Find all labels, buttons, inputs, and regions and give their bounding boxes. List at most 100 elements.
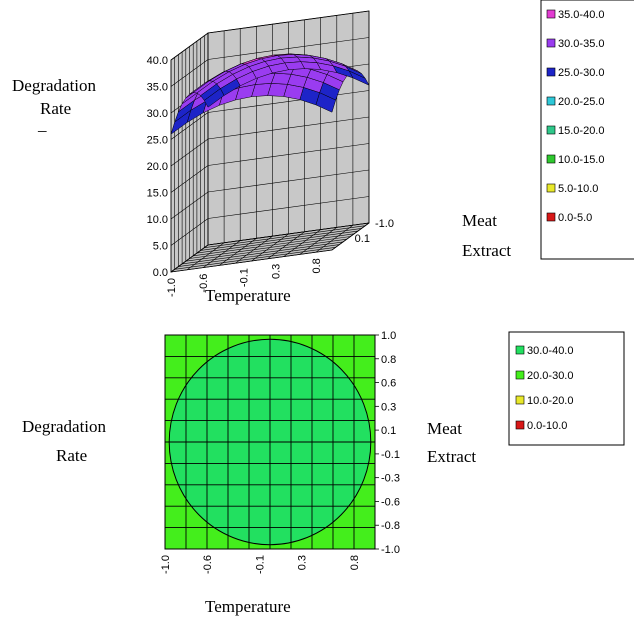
legend-swatch [546,183,556,193]
y-axis-label-line2: Extract [462,241,511,260]
legend-label: 0.0-10.0 [527,420,567,432]
z-tick-label: 15.0 [147,188,168,200]
x-tick-label: 0.3 [297,555,309,570]
x-axis-label: Temperature [205,597,291,616]
z-tick-label: 10.0 [147,214,168,226]
legend-label: 30.0-35.0 [558,38,604,50]
z-tick-label: 0.0 [153,267,168,279]
x-tick-label: 0.3 [271,264,283,279]
x-axis-ticks: -1.0 -0.6 -0.1 0.3 0.8 [160,555,361,574]
gridline [170,249,333,273]
z-axis-label-line2: Rate [56,446,87,465]
x-tick-label: 0.8 [311,258,323,273]
y-axis-label-line1: Meat [462,211,497,230]
z-axis-ticks: 40.0 35.0 30.0 25.0 20.0 15.0 10.0 5.0 0.0 [147,55,168,279]
legend-swatch [546,96,556,106]
z-axis-label-line2: Rate [40,99,71,118]
legend-swatch [546,9,556,19]
z-tick-label: 25.0 [147,135,168,147]
gridline [185,238,347,262]
y-axis-ticks: 1.0 0.8 0.6 0.3 0.1 -0.1 -0.3 -0.6 -0.8 -1.0 [375,330,400,556]
x-axis-label: Temperature [205,286,291,305]
gridline [170,196,370,246]
y-axis-label-line2: Extract [427,447,476,466]
legend-swatch [515,345,525,355]
gridline [170,37,370,87]
gridline [170,222,370,273]
surface-mesh [170,53,370,135]
legend-label: 20.0-25.0 [558,96,604,108]
gridline [189,236,351,259]
y-tick-label: -0.6 [381,496,400,508]
legend-swatch [546,38,556,48]
z-axis-label-line1: Degradation [12,76,97,95]
x-tick-label: -1.0 [166,278,178,297]
x-tick-label: -0.6 [202,555,214,574]
gridline [267,231,305,260]
y-tick-label: 0.6 [381,378,396,390]
y-tick-label: 1.0 [381,330,396,342]
legend-box [540,0,634,260]
surface-cell [203,88,225,108]
legend-label: 10.0-20.0 [527,395,573,407]
y-tick-label: 0.8 [381,354,396,366]
z-tick-label: 30.0 [147,108,168,120]
y-tick-label: 0.3 [381,401,396,413]
y-tick-label: -0.8 [381,520,400,532]
legend-swatch [515,420,525,430]
z-axis-label-line1: Degradation [22,417,107,436]
legend-label: 0.0-5.0 [558,212,592,224]
gridline [170,116,370,167]
legend-swatch [546,212,556,222]
z-tick-label: 5.0 [153,241,168,253]
contour-plot [164,334,376,550]
legend-label: 20.0-30.0 [527,370,573,382]
gridline [174,247,336,270]
x-axis-ticks: -1.0 -0.6 -0.1 0.3 0.8 [166,258,323,297]
legend-label: 35.0-40.0 [558,9,604,21]
z-tick-label: 20.0 [147,161,168,173]
legend-label: 10.0-15.0 [558,154,604,166]
gridline [283,229,321,257]
y-axis-ticks: 0.1 -1.0 [355,218,394,245]
gridline [170,169,370,220]
plot-border [164,334,376,550]
legend-swatch [515,370,525,380]
legend-swatch [515,395,525,405]
gridline [178,244,340,267]
legend-label: 25.0-30.0 [558,67,604,79]
legend-box [508,331,625,446]
gridline [182,241,344,265]
legend-label: 15.0-20.0 [558,125,604,137]
contour-legend: 30.0-40.0 20.0-30.0 10.0-20.0 0.0-10.0 [508,331,625,446]
gridline [331,222,370,251]
gridline [170,10,370,61]
x-tick-label: 0.8 [349,555,361,570]
surface-walls [170,10,370,273]
y-tick-label: 0.1 [381,425,396,437]
surface-legend: 35.0-40.0 30.0-35.0 25.0-30.0 20.0-25.0 15.0… [540,0,634,260]
y-tick-label: -1.0 [375,218,394,230]
legend-swatch [546,154,556,164]
legend-label: 30.0-40.0 [527,345,573,357]
x-tick-label: -0.1 [255,555,267,574]
surface-chart: 40.035.030.025.020.015.010.05.00.0 -1.0-… [12,0,634,305]
gridline [299,227,337,255]
x-tick-label: -0.1 [238,268,250,287]
z-tick-label: 35.0 [147,82,168,94]
y-tick-label: 0.1 [355,233,370,245]
x-tick-label: -1.0 [160,555,172,574]
y-tick-label: -0.3 [381,473,400,485]
gridline [315,224,354,253]
z-axis-label-dash: _ [37,115,47,134]
x-tick-label: -0.6 [198,274,210,293]
gridline [170,143,370,193]
y-axis-label-line1: Meat [427,419,462,438]
legend-swatch [546,67,556,77]
z-tick-label: 40.0 [147,55,168,67]
y-tick-label: -0.1 [381,449,400,461]
legend-swatch [546,125,556,135]
contour-chart: -1.0 -0.6 -0.1 0.3 0.8 1.0 0.8 0.6 0.3 0.1 -0.1 -0… [22,330,625,616]
legend-label: 5.0-10.0 [558,183,598,195]
